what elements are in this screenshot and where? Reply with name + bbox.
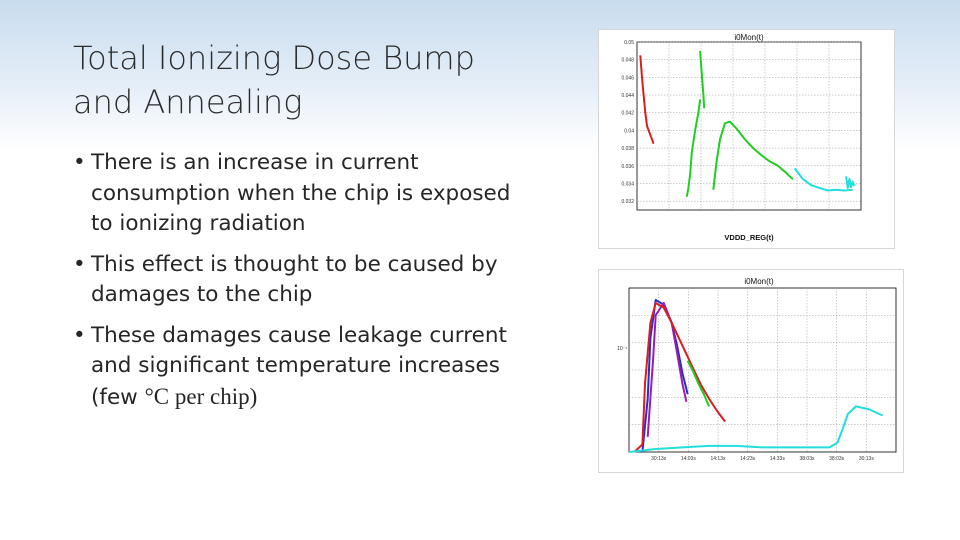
y-tick-label: 0.036 (621, 164, 634, 170)
series-line (639, 55, 655, 145)
bullet-dot: • (73, 251, 86, 277)
y-tick-label: 0.048 (621, 58, 634, 64)
bullet-dot: • (73, 150, 86, 175)
series-line (646, 302, 688, 437)
x-tick-label: 30:13s (651, 456, 667, 462)
y-tick-label: 0.034 (621, 181, 634, 187)
bullet-item: • These damages cause leakage current an… (73, 321, 533, 414)
bullet-item: • This effect is thought to be caused by… (73, 250, 533, 311)
bullet-text: There is an increase in current consumpt… (91, 150, 511, 236)
series-line (845, 176, 856, 189)
chart-top-svg: i0Mon(t) 0.05 0.048 0.046 0.044 0.042 0.04 0.03… (621, 33, 862, 242)
x-tick-label: 38:03s (829, 456, 845, 462)
y-tick-label: 0.044 (621, 93, 634, 99)
plot-frame (636, 41, 862, 211)
bullet-text-serif: °C per chip) (144, 383, 258, 409)
series-line (782, 169, 794, 180)
y-tick-label: 0.04 (624, 128, 634, 134)
chart-top: i0Mon(t) 0.05 0.048 0.046 0.044 0.042 0.04 0.03… (598, 29, 895, 249)
series-line (633, 302, 726, 453)
slide-title: Total Ionizing Dose Bump and Annealing (73, 39, 475, 121)
y-tick-label: 0.038 (621, 146, 634, 152)
x-tick-label: 38:03s (799, 456, 815, 462)
series-line (793, 167, 853, 192)
series-line (686, 360, 711, 407)
y-tick-label: 0.046 (621, 75, 634, 81)
y-tick-label: 0.042 (621, 111, 634, 117)
x-tick-label: 14:33s (770, 456, 786, 462)
x-tick-label: 30:13s (859, 456, 875, 462)
x-tick-label: 14:03s (681, 456, 697, 462)
y-tick-label: 0.05 (624, 40, 634, 46)
series-line (685, 99, 702, 197)
series-line (699, 50, 706, 109)
x-tick-label: 14:13s (710, 456, 726, 462)
chart-bottom-svg: i0Mon(t) 30:13s 14:03s 14:13s 14:23s 14:33s 38… (617, 277, 897, 462)
bullet-item: • There is an increase in current consum… (73, 148, 533, 240)
series-line (628, 405, 884, 453)
bullet-list: • There is an increase in current consum… (73, 148, 533, 423)
series-line (712, 120, 784, 190)
x-axis-label: VDDD_REG(t) (724, 233, 774, 242)
bullet-text: These damages cause leakage current and … (91, 322, 507, 410)
chart-bottom: i0Mon(t) 30:13s 14:03s 14:13s 14:23s 14:33s 38… (598, 269, 904, 473)
y-tick-label: 0.032 (621, 199, 634, 205)
y-tick-label: 10⁻¹ (617, 346, 627, 352)
bullet-dot: • (73, 322, 86, 348)
chart-title: i0Mon(t) (734, 33, 764, 42)
x-tick-label: 14:23s (740, 456, 756, 462)
chart-title: i0Mon(t) (744, 277, 774, 286)
bullet-text: This effect is thought to be caused by d… (91, 251, 498, 308)
